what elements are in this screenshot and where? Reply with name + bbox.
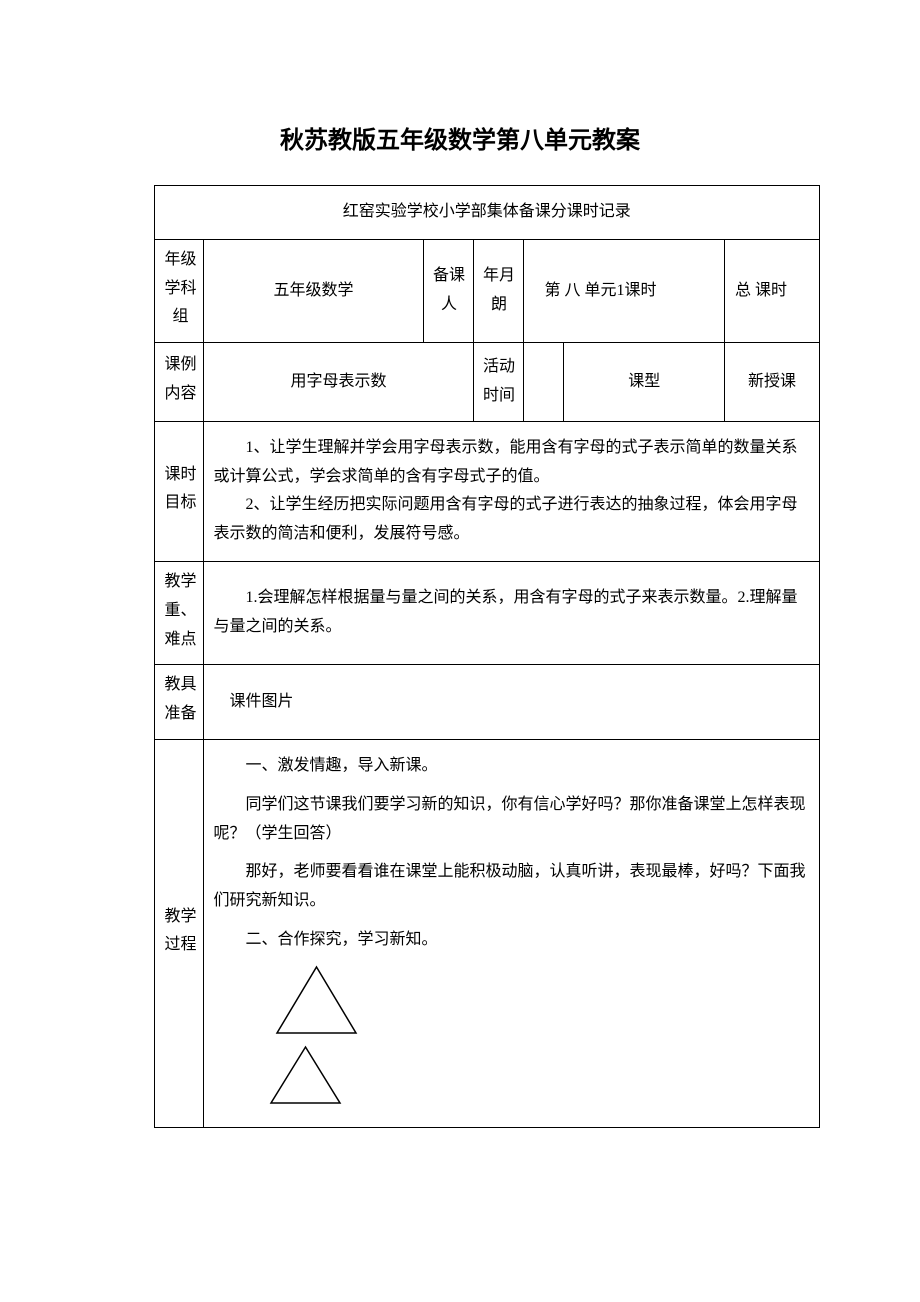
process-p3: 那好，老师要看看谁在课堂上能积极动脑，认真听讲，表现最棒，好吗？下面我们研究新知…	[214, 858, 810, 916]
page-title: 秋苏教版五年级数学第八单元教案	[100, 120, 820, 155]
label-prep-person: 备课人	[424, 239, 474, 342]
activity-time-value	[524, 343, 564, 422]
grade-value: 五年级数学	[203, 239, 424, 342]
type-value: 新授课	[725, 343, 820, 422]
label-objectives: 课时目标	[154, 421, 203, 561]
label-process: 教学过程	[154, 739, 203, 1127]
total-label: 总 课时	[725, 239, 820, 342]
topic-value: 用字母表示数	[203, 343, 474, 422]
left-spacer	[100, 186, 154, 1128]
objectives-content: 1、让学生理解并学会用字母表示数，能用含有字母的式子表示简单的数量关系或计算公式…	[203, 421, 820, 561]
triangle-icon	[268, 1045, 343, 1105]
materials-content: 课件图片	[203, 665, 820, 740]
label-activity-time: 活动时间	[474, 343, 524, 422]
process-p1: 一、激发情趣，导入新课。	[214, 752, 810, 781]
label-materials: 教具准备	[154, 665, 203, 740]
label-topic: 课例内容	[154, 343, 203, 422]
process-content: 一、激发情趣，导入新课。 同学们这节课我们要学习新的知识，你有信心学好吗？那你准…	[203, 739, 820, 1127]
table-header: 红窑实验学校小学部集体备课分课时记录	[154, 186, 820, 240]
label-date: 年月朗	[474, 239, 524, 342]
label-grade: 年级学科组	[154, 239, 203, 342]
keypoints-content: 1.会理解怎样根据量与量之间的关系，用含有字母的式子来表示数量。2.理解量与量之…	[203, 561, 820, 664]
process-p4: 二、合作探究，学习新知。	[214, 926, 810, 955]
label-keypoints: 教学重、难点	[154, 561, 203, 664]
triangle-container	[214, 955, 810, 1105]
lesson-plan-table: 红窑实验学校小学部集体备课分课时记录 年级学科组 五年级数学 备课人 年月朗 第…	[100, 185, 820, 1128]
process-p2: 同学们这节课我们要学习新的知识，你有信心学好吗？那你准备课堂上怎样表现呢？（学生…	[214, 791, 810, 849]
label-type: 课型	[564, 343, 725, 422]
triangle-icon	[274, 965, 359, 1035]
unit-label: 第 八 单元1课时	[524, 239, 725, 342]
